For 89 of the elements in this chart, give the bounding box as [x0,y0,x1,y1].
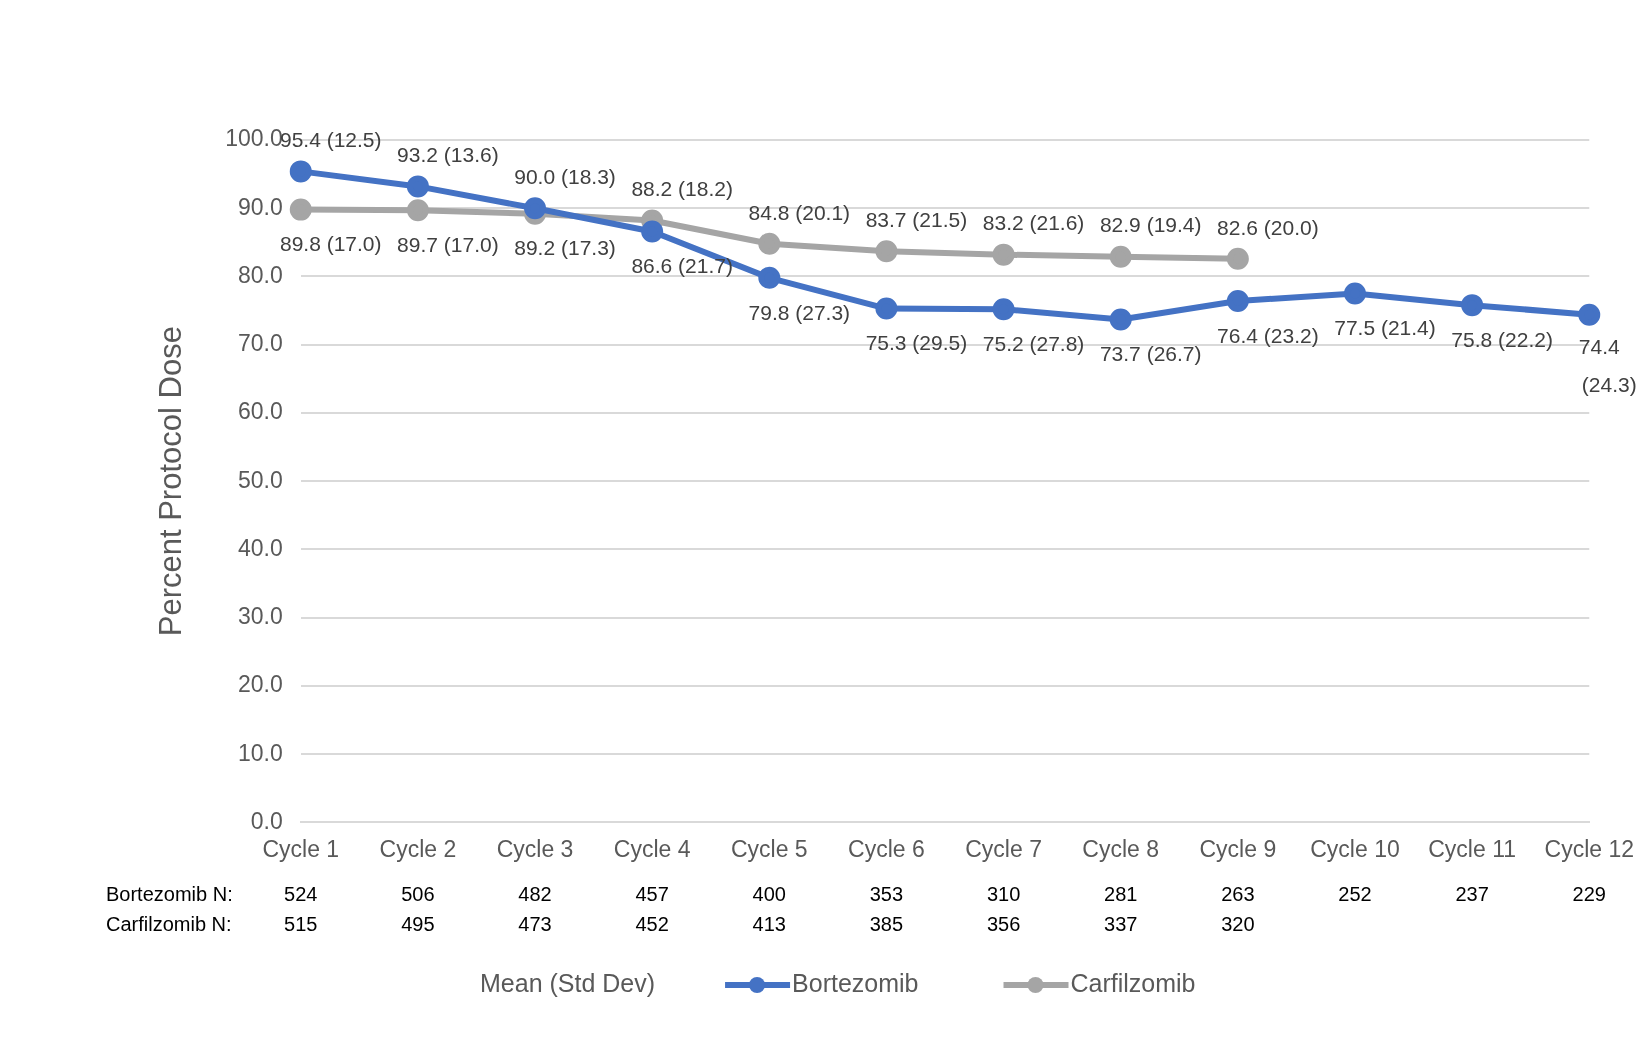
x-tick-label: Cycle 4 [613,835,691,862]
text: 356 [986,912,1021,935]
y-tick-label: 60.0 [237,398,283,425]
data-label: 75.3 (29.5) [865,331,968,355]
data-label: 82.6 (20.0) [1217,215,1319,239]
text: 263 [1221,882,1255,905]
text: Bortezomib N: [106,882,233,905]
data-label: 83.7 (21.5) [865,208,968,232]
text: 252 [1338,882,1372,905]
text: 413 [752,912,786,935]
y-axis-title: Percent Protocol Dose [153,326,189,637]
text: 337 [1104,912,1138,935]
data-label: 82.9 (19.4) [1099,213,1202,237]
text: 457 [635,882,669,905]
point [875,297,898,320]
data-label: 77.5 (21.4) [1334,316,1436,340]
data-label: 89.2 (17.3) [514,236,616,260]
x-tick-label: Cycle 7 [965,835,1042,862]
point [641,220,664,243]
point [758,232,781,255]
legend-label: Bortezomib [792,968,919,997]
y-tick-label: 50.0 [237,466,283,493]
text: 353 [869,882,904,905]
data-label: 75.2 (27.8) [982,332,1085,356]
x-tick-label: Cycle 9 [1199,835,1277,862]
point [1226,290,1249,313]
point [1343,282,1366,305]
x-tick-label: Cycle 2 [379,835,457,862]
data-label: 84.8 (20.1) [748,200,851,224]
data-label: 74.4 (24.3) [1578,335,1637,397]
text: 310 [986,882,1021,905]
x-tick-label: Cycle 1 [262,835,340,862]
data-label: 93.2 (13.6) [397,143,499,167]
text: 320 [1221,912,1255,935]
x-tick-label: Cycle 12 [1544,835,1634,862]
y-tick-label: 30.0 [237,603,283,630]
x-tick-label: Cycle 11 [1428,835,1517,862]
x-tick-label: Cycle 5 [730,835,808,862]
data-label: 83.2 (21.6) [982,211,1085,235]
data-label: 86.6 (21.7) [631,254,733,278]
data-label: 79.8 (27.3) [748,300,851,324]
text: 515 [284,912,318,935]
point [758,266,781,289]
point [289,160,312,183]
text: 482 [518,882,552,905]
x-tick-label: Cycle 8 [1082,835,1160,862]
x-tick-label: Cycle 3 [496,835,574,862]
y-tick-label: 0.0 [250,807,283,834]
text: 524 [284,882,318,905]
text: Carfilzomib N: [106,912,232,935]
point [1578,303,1601,326]
y-tick-label: 10.0 [237,739,283,766]
text: 473 [518,912,552,935]
point [1109,245,1132,268]
text: 385 [869,912,904,935]
x-tick-label: Cycle 6 [848,835,925,862]
text: 506 [401,882,435,905]
data-label: 76.4 (23.2) [1217,323,1319,347]
y-tick-label: 40.0 [237,534,283,561]
point [992,243,1015,266]
text: 400 [752,882,786,905]
point [1109,308,1132,331]
point [1461,294,1484,317]
data-label: 88.2 (18.2) [631,177,733,201]
point [406,199,429,222]
data-label: 89.8 (17.0) [279,232,382,256]
data-label: 75.8 (22.2) [1451,327,1553,351]
y-tick-label: 20.0 [237,671,283,698]
x-tick-label: Cycle 10 [1310,835,1400,862]
point [289,198,312,221]
y-tick-label: 80.0 [237,261,283,288]
text: 281 [1104,882,1138,905]
point [1226,247,1249,270]
y-tick-label: 90.0 [237,193,283,220]
data-label: 89.7 (17.0) [397,233,499,257]
legend-title: Mean (Std Dev) [480,968,656,997]
data-label: 73.7 (26.7) [1099,342,1202,366]
text: 495 [401,912,435,935]
point [524,197,547,220]
text: 452 [635,912,669,935]
data-label: 90.0 (18.3) [514,165,616,189]
point [992,298,1015,321]
text: 237 [1455,882,1489,905]
y-tick-label: 100.0 [225,125,283,152]
legend-label: Carfilzomib [1070,968,1196,997]
y-tick-label: 70.0 [237,330,283,357]
point [875,240,898,263]
text: 229 [1572,882,1606,905]
point [406,175,429,198]
